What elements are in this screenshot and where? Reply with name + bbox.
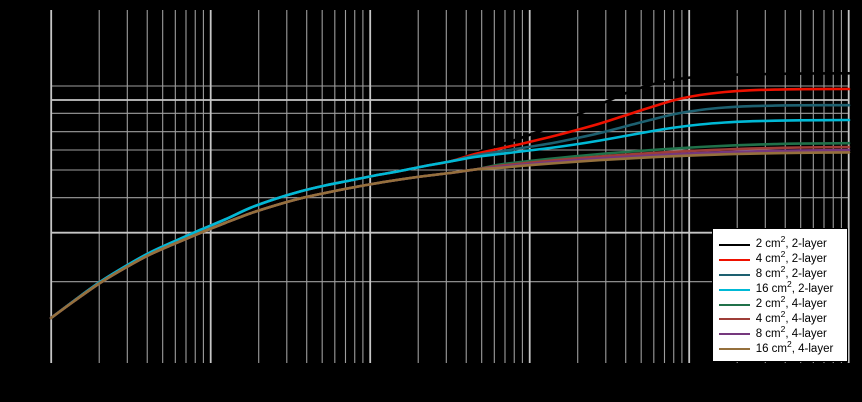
series-line-16cm2-4layer [49, 151, 851, 320]
legend-item-2cm2-4layer: 2 cm2, 4-layer [713, 294, 848, 312]
legend-label-16cm2-2layer: 16 cm2, 2-layer [755, 279, 834, 296]
series-line-16cm2-2layer [49, 118, 851, 320]
legend-swatch-icon-2cm2-4layer [718, 303, 750, 306]
legend-label-superscript: 2 [780, 324, 786, 335]
legend-swatch-icon-8cm2-4layer [718, 333, 750, 336]
legend-label-2cm2-2layer: 2 cm2, 2-layer [755, 234, 827, 251]
legend-swatch-icon-8cm2-2layer [718, 273, 750, 276]
legend-item-16cm2-4layer: 16 cm2, 4-layer [713, 338, 848, 357]
legend-label-2cm2-4layer: 2 cm2, 4-layer [755, 294, 827, 311]
legend-item-8cm2-2layer: 8 cm2, 2-layer [713, 264, 848, 282]
legend-item-16cm2-2layer: 16 cm2, 2-layer [713, 279, 848, 297]
legend-label-8cm2-4layer: 8 cm2, 4-layer [755, 324, 827, 340]
legend-label-superscript: 2 [780, 309, 786, 320]
series-lines [49, 72, 851, 320]
legend-label-8cm2-2layer: 8 cm2, 2-layer [755, 264, 827, 281]
legend-swatch-icon-16cm2-2layer [718, 288, 750, 291]
legend-label-superscript: 2 [780, 234, 786, 245]
legend-item-4cm2-4layer: 4 cm2, 4-layer [713, 309, 848, 327]
legend-label-superscript: 2 [780, 249, 786, 260]
legend-swatch-icon-2cm2-2layer [718, 243, 750, 246]
legend-label-16cm2-4layer: 16 cm2, 4-layer [755, 338, 834, 355]
legend-swatch-icon-4cm2-2layer [718, 258, 750, 261]
legend-label-4cm2-2layer: 4 cm2, 2-layer [755, 249, 827, 266]
legend-swatch-icon-4cm2-4layer [718, 318, 750, 321]
legend-item-4cm2-2layer: 4 cm2, 2-layer [713, 249, 848, 267]
legend-label-4cm2-4layer: 4 cm2, 4-layer [755, 309, 827, 325]
legend-item-2cm2-2layer: 2 cm2, 2-layer [713, 234, 848, 252]
legend-label-superscript: 2 [780, 294, 786, 305]
legend-box: 2 cm2, 2-layer 4 cm2, 2-layer 8 cm2, 2-lay… [711, 228, 849, 363]
legend-label-superscript: 2 [787, 279, 792, 290]
legend-swatch-icon-16cm2-4layer [718, 348, 750, 351]
legend-item-8cm2-4layer: 8 cm2, 4-layer [713, 324, 848, 342]
legend-label-superscript: 2 [787, 338, 792, 349]
legend-label-superscript: 2 [780, 264, 786, 275]
